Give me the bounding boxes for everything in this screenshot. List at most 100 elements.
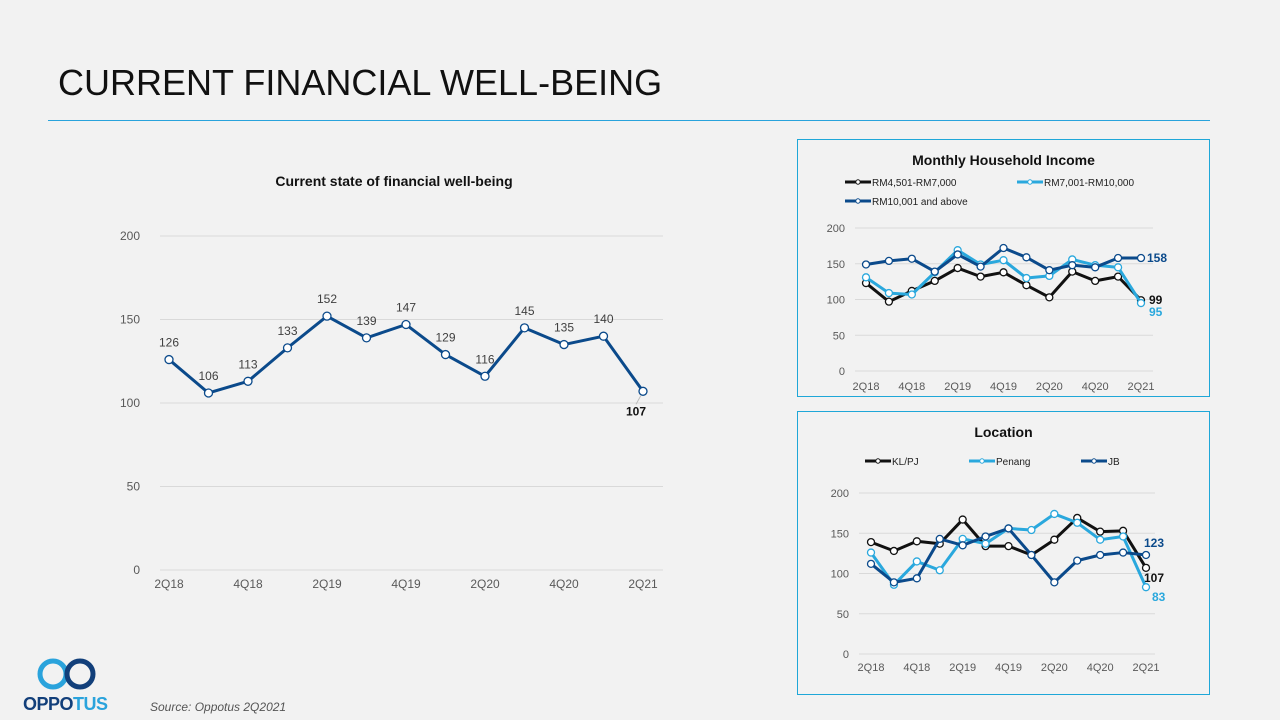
logo-word-part2: TUS	[73, 694, 108, 714]
main-chart: Current state of financial well-being 0 50…	[120, 173, 663, 591]
data-point	[1045, 266, 1054, 275]
data-point	[1096, 527, 1105, 536]
data-point	[1022, 253, 1031, 262]
location-panel	[797, 411, 1210, 695]
data-point	[164, 354, 174, 365]
data-point	[935, 566, 944, 575]
data-point	[1027, 525, 1036, 535]
y-tick-label: 50	[127, 480, 141, 494]
data-point	[866, 548, 876, 557]
legend-swatch-marker	[979, 458, 985, 464]
y-tick-label: 150	[831, 528, 849, 540]
legend-swatch-marker	[875, 458, 881, 464]
data-point	[1118, 532, 1128, 541]
x-tick-label: 2Q18	[858, 662, 885, 674]
data-point	[1141, 563, 1151, 573]
y-tick-label: 200	[120, 229, 140, 243]
y-tick-label: 0	[839, 366, 845, 378]
end-value-label: 83	[1152, 590, 1166, 604]
data-label: 139	[356, 314, 376, 328]
income-chart: Monthly Household Income 0 50 100 150 200 2Q18…	[827, 152, 1168, 393]
data-label: 140	[593, 312, 613, 326]
data-label: 116	[475, 352, 494, 366]
x-tick-label: 4Q18	[903, 662, 930, 674]
y-tick-label: 200	[831, 488, 849, 500]
data-point	[953, 250, 962, 259]
series-line	[870, 526, 1147, 584]
chart-title: Monthly Household Income	[912, 152, 1095, 168]
x-tick-label: 4Q20	[549, 577, 579, 591]
legend-swatch-marker	[855, 198, 861, 204]
data-point	[559, 339, 569, 350]
data-point	[1004, 524, 1013, 533]
data-point	[884, 297, 894, 306]
end-value-label: 95	[1149, 305, 1163, 319]
logo-word-part1: OPPO	[23, 694, 74, 714]
legend-label: Penang	[996, 457, 1030, 468]
data-point	[1022, 281, 1031, 290]
data-point	[243, 376, 253, 386]
location-chart: Location 0 50 100 150 200 2Q18 4Q18 2Q19 4Q19 2Q20…	[831, 424, 1166, 674]
y-tick-label: 50	[837, 609, 849, 621]
y-tick-label: 150	[827, 259, 845, 271]
y-tick-label: 100	[831, 569, 849, 581]
end-value-label: 158	[1147, 251, 1167, 265]
data-point	[866, 537, 876, 547]
x-tick-label: 2Q20	[1036, 381, 1063, 393]
data-label: 133	[277, 324, 297, 338]
legend-label: RM10,001 and above	[872, 197, 968, 208]
oppotus-logo-wordmark: OPPOTUS	[23, 694, 108, 715]
data-point	[440, 349, 451, 360]
data-label: 152	[317, 292, 337, 306]
x-tick-label: 2Q21	[1133, 662, 1160, 674]
x-tick-label: 4Q20	[1082, 381, 1109, 393]
data-label: 126	[159, 336, 179, 350]
end-value-label: 123	[1144, 536, 1164, 550]
source-note: Source: Oppotus 2Q2021	[150, 700, 287, 714]
data-point	[1096, 550, 1105, 560]
data-label-leader	[635, 395, 642, 405]
legend-label: KL/PJ	[892, 457, 919, 468]
data-point	[1141, 550, 1151, 560]
x-tick-label: 4Q18	[233, 577, 263, 591]
legend-label: JB	[1108, 457, 1120, 468]
x-tick-label: 4Q19	[990, 381, 1017, 393]
chart-title: Current state of financial well-being	[275, 173, 512, 189]
data-point	[981, 539, 990, 548]
page-title: CURRENT FINANCIAL WELL-BEING	[58, 62, 663, 103]
legend-swatch-marker	[855, 179, 861, 185]
data-point	[480, 371, 490, 381]
x-tick-label: 4Q19	[391, 577, 421, 591]
data-point	[1136, 253, 1146, 263]
data-point	[1113, 263, 1123, 272]
data-point	[889, 578, 899, 587]
x-tick-label: 2Q18	[853, 381, 880, 393]
data-point	[1091, 263, 1100, 272]
data-point	[1118, 548, 1128, 557]
data-point	[999, 256, 1008, 265]
data-point	[322, 311, 332, 321]
data-point	[861, 260, 871, 269]
data-point	[361, 333, 372, 343]
data-point	[999, 268, 1008, 277]
y-tick-label: 0	[133, 563, 140, 577]
legend-label: RM4,501-RM7,000	[872, 178, 957, 189]
oppotus-logo-icon	[37, 658, 96, 690]
x-tick-label: 2Q19	[949, 662, 976, 674]
data-point	[912, 557, 921, 566]
data-point	[912, 574, 921, 583]
y-tick-label: 100	[827, 295, 845, 307]
data-point	[884, 256, 894, 266]
data-point	[1027, 550, 1036, 560]
income-panel	[797, 139, 1210, 397]
data-point	[930, 276, 939, 286]
data-point	[930, 267, 939, 276]
data-point	[1050, 578, 1059, 587]
data-point	[889, 546, 899, 556]
data-point	[401, 319, 411, 330]
data-point	[1068, 261, 1077, 270]
data-point	[861, 273, 871, 282]
data-label: 135	[554, 321, 574, 335]
x-tick-label: 4Q19	[995, 662, 1022, 674]
data-point	[1004, 541, 1013, 551]
